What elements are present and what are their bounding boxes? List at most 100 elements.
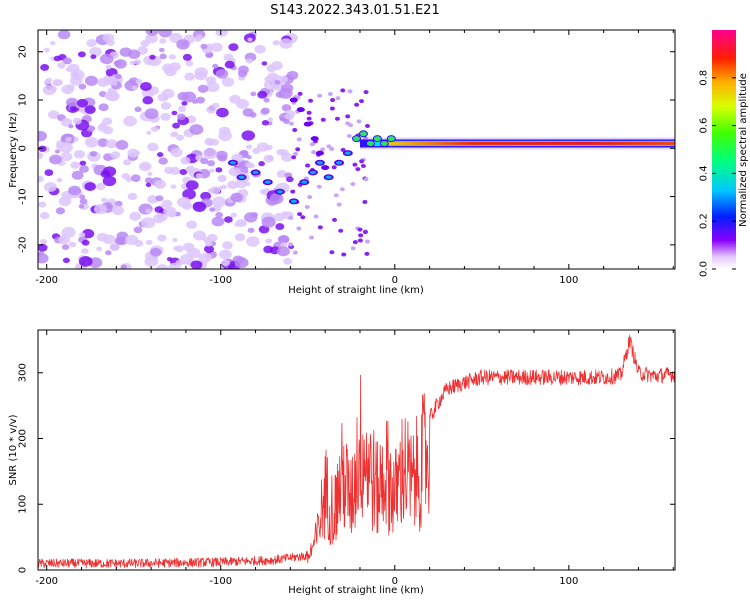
noise-blob	[105, 250, 112, 256]
x-tick-label: -100	[209, 275, 232, 286]
noise-blob	[58, 141, 73, 153]
noise-blob	[79, 160, 87, 166]
noise-blob	[267, 117, 274, 122]
noise-blob	[281, 104, 292, 112]
noise-blob	[131, 85, 138, 91]
noise-blob	[217, 174, 227, 183]
noise-blob	[211, 196, 226, 208]
noise-blob	[265, 238, 273, 244]
noise-blob	[274, 212, 286, 222]
noise-blob	[215, 30, 228, 37]
noise-blob	[192, 201, 207, 213]
noise-blob	[129, 211, 142, 221]
noise-blob	[81, 239, 90, 246]
noise-blob	[168, 211, 177, 218]
streak-core	[325, 175, 332, 179]
noise-blob	[218, 126, 231, 136]
streak-core	[229, 161, 236, 165]
noise-blob	[145, 33, 158, 44]
noise-blob	[44, 169, 54, 176]
noise-blob	[360, 164, 366, 169]
x-tick-label: -100	[209, 576, 232, 587]
noise-blob	[40, 63, 50, 71]
noise-blob	[100, 170, 111, 178]
noise-blob	[195, 96, 206, 104]
noise-blob	[320, 147, 326, 152]
noise-blob	[172, 237, 178, 243]
noise-blob	[38, 130, 47, 142]
noise-blob	[274, 80, 281, 85]
noise-blob	[122, 159, 132, 166]
noise-blob	[162, 63, 174, 73]
noise-blob	[311, 150, 317, 155]
noise-blob	[200, 191, 212, 201]
noise-blob	[245, 162, 253, 168]
noise-blob	[68, 241, 77, 248]
noise-blob	[189, 124, 204, 135]
noise-blob	[247, 227, 255, 233]
noise-blob	[106, 39, 115, 46]
noise-blob	[102, 234, 116, 245]
noise-blob	[296, 226, 302, 231]
noise-blob	[317, 93, 323, 98]
noise-blob	[181, 101, 188, 106]
noise-blob	[166, 257, 173, 262]
noise-blob	[197, 84, 209, 93]
noise-blob	[54, 149, 61, 154]
noise-blob	[158, 213, 168, 221]
band-onset-blob	[386, 135, 396, 143]
noise-blob	[185, 60, 194, 67]
noise-blob	[57, 30, 71, 40]
noise-blob	[234, 233, 246, 242]
noise-blob	[359, 159, 365, 164]
noise-blob	[138, 203, 153, 215]
noise-blob	[182, 188, 196, 200]
noise-blob	[115, 140, 129, 150]
noise-blob	[170, 147, 183, 158]
noise-blob	[172, 122, 180, 129]
noise-blob	[261, 216, 276, 228]
noise-blob	[95, 182, 106, 191]
spectrogram-heatmap	[38, 30, 675, 269]
noise-blob	[81, 228, 95, 239]
signal-band-core	[386, 142, 675, 145]
noise-blob	[316, 184, 322, 189]
noise-blob	[159, 38, 167, 44]
noise-blob	[245, 144, 253, 150]
noise-blob	[129, 60, 136, 66]
noise-blob	[141, 217, 156, 229]
x-tick-label: -200	[35, 275, 58, 286]
noise-blob	[224, 60, 235, 69]
noise-blob	[99, 53, 114, 65]
noise-blob	[114, 59, 127, 69]
noise-blob	[269, 193, 284, 205]
y-tick-label: -20	[18, 237, 29, 253]
noise-blob	[89, 47, 102, 57]
spectrogram-x-label: Height of straight line (km)	[288, 285, 424, 296]
x-tick-label: 0	[392, 275, 398, 286]
noise-blob	[350, 246, 356, 251]
noise-blob	[109, 243, 120, 251]
noise-blob	[157, 234, 167, 242]
noise-blob	[145, 182, 152, 187]
colorbar-tick-label: 0.2	[699, 213, 710, 229]
noise-blob	[284, 113, 294, 121]
noise-blob	[293, 151, 299, 156]
noise-blob	[145, 208, 152, 214]
noise-blob	[190, 260, 203, 269]
noise-blob	[158, 30, 173, 38]
noise-blob	[149, 54, 156, 60]
noise-blob	[84, 75, 99, 86]
noise-blob	[104, 90, 118, 101]
noise-blob	[93, 204, 108, 215]
noise-blob	[305, 163, 311, 168]
noise-blob	[288, 215, 294, 220]
noise-blob	[283, 119, 290, 125]
figure-title: S143.2022.343.01.51.E21	[270, 3, 439, 18]
noise-blob	[237, 65, 249, 74]
snr-frame	[37, 329, 676, 571]
noise-blob	[77, 51, 86, 58]
noise-blob	[134, 106, 142, 113]
noise-blob	[205, 76, 217, 85]
